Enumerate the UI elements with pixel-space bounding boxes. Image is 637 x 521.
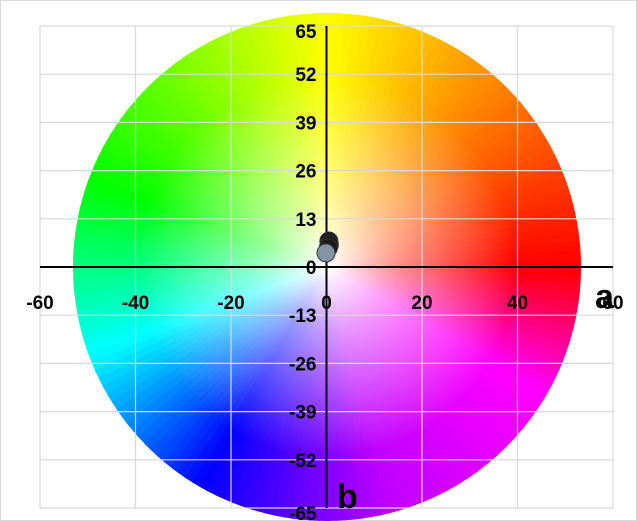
data-point [316, 243, 336, 263]
data-points [316, 231, 339, 263]
y-tick-label: 52 [295, 65, 316, 86]
x-tick-label: -20 [217, 293, 244, 314]
x-tick-label: 40 [507, 293, 528, 314]
y-axis-label: b [337, 478, 358, 516]
y-tick-label: 39 [295, 113, 316, 134]
y-tick-label: 13 [295, 210, 316, 231]
y-tick-label: 26 [295, 162, 316, 183]
y-tick-label: 0 [306, 258, 317, 279]
tick-labels: -60 -40 -20 0 20 40 6065523926130-13-26-39-52-… [26, 22, 623, 521]
y-tick-label: -13 [289, 306, 316, 327]
y-tick-label: 65 [295, 22, 317, 43]
x-tick-label: -40 [122, 293, 149, 314]
x-tick-label: 20 [411, 293, 432, 314]
y-tick-label: -65 [289, 504, 317, 521]
y-tick-label: -26 [289, 354, 316, 375]
x-tick-label: 60 [602, 293, 623, 314]
y-tick-label: -52 [289, 451, 316, 472]
y-tick-label: -39 [289, 403, 316, 424]
axes [40, 26, 613, 508]
x-tick-label: 0 [321, 293, 332, 314]
x-axis-label: a [595, 278, 615, 316]
x-tick-label: -60 [26, 293, 53, 314]
